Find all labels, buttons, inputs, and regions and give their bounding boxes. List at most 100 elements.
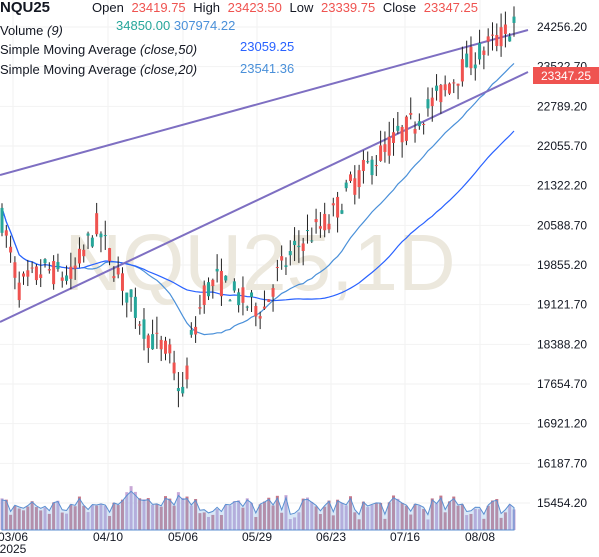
volume-bar — [465, 515, 469, 530]
volume-bar — [469, 513, 473, 530]
candle-body — [250, 292, 254, 297]
candle-body — [176, 388, 180, 392]
candle-body — [387, 136, 391, 156]
volume-bar — [460, 504, 464, 530]
volume-ma-value: 307974.22 — [173, 18, 236, 33]
volume-bar — [181, 497, 185, 530]
volume-bar — [52, 502, 56, 530]
candle-body — [4, 230, 8, 236]
candle-body — [82, 249, 86, 257]
sma50-value: 23059.25 — [240, 39, 295, 54]
legend-row-ohlc: NQU25 — [0, 0, 50, 16]
candle-body — [146, 335, 150, 348]
low-label: Low — [289, 0, 314, 15]
volume-bar — [56, 500, 60, 530]
volume-value: 34850.00 — [116, 18, 171, 33]
volume-bar — [202, 512, 206, 530]
volume-bar — [60, 512, 64, 530]
candle-body — [482, 50, 486, 55]
volume-bar — [151, 504, 155, 530]
volume-bar — [349, 496, 353, 530]
volume-bar — [413, 504, 417, 530]
candle-body — [447, 83, 451, 94]
volume-bar — [327, 500, 331, 530]
volume-bar — [357, 519, 361, 530]
candle-body — [452, 82, 456, 84]
volume-bar — [22, 510, 26, 530]
volume-bar — [435, 503, 439, 530]
candle-body — [271, 288, 275, 297]
volume-bar — [163, 496, 167, 530]
volume-bar — [452, 496, 456, 530]
candle-body — [219, 270, 223, 297]
sma20-line — [1, 62, 515, 336]
volume-bar — [228, 505, 232, 530]
volume-bar — [392, 495, 396, 530]
candle-body — [404, 116, 408, 141]
candle-body — [331, 203, 335, 206]
close-value: 23347.25 — [423, 0, 478, 15]
legend-sma50[interactable]: Simple Moving Average (close,50) — [0, 42, 197, 57]
y-tick-label: 16921.20 — [537, 417, 587, 431]
volume-bar — [456, 505, 460, 530]
volume-bar — [17, 508, 21, 530]
candle-body — [396, 125, 400, 131]
legend-volume[interactable]: Volume (9) — [0, 23, 63, 38]
volume-bar — [86, 512, 90, 530]
volume-bar — [133, 491, 137, 530]
candle-body — [340, 210, 344, 214]
candle-body — [323, 213, 327, 231]
candle-body — [430, 97, 434, 107]
y-tick-label: 24256.20 — [537, 20, 587, 34]
candle-body — [73, 265, 77, 269]
volume-bar — [90, 504, 94, 530]
candle-body — [344, 182, 348, 189]
volume-bar — [288, 519, 292, 530]
volume-bar — [503, 512, 507, 530]
price-axis[interactable]: 24256.2023522.7022789.2022055.7021322.20… — [537, 20, 587, 510]
candle-body — [207, 282, 211, 297]
volume-bar — [146, 498, 150, 530]
x-tick-label: 07/16 — [390, 530, 420, 544]
candle-body — [469, 46, 473, 69]
candle-body — [0, 207, 4, 233]
legend-sma20[interactable]: Simple Moving Average (close,20) — [0, 62, 197, 77]
candle-body — [120, 273, 124, 291]
trend-channel[interactable] — [0, 29, 529, 323]
candle-body — [125, 292, 129, 303]
volume-bar — [176, 492, 180, 530]
candle-body — [353, 178, 357, 195]
volume-bar — [370, 504, 374, 530]
candle-body — [512, 16, 516, 23]
volume-bar — [293, 517, 297, 530]
volume-bar — [271, 505, 275, 530]
x-tick-label: 06/23 — [316, 530, 346, 544]
candle-body — [185, 365, 189, 380]
candle-body — [409, 112, 413, 115]
candle-body — [198, 307, 202, 309]
candle-body — [503, 24, 507, 34]
y-tick-label: 16187.70 — [537, 456, 587, 470]
volume-bar — [155, 504, 159, 530]
volume-bar — [211, 514, 215, 530]
y-tick-label: 18388.20 — [537, 337, 587, 351]
candle-body — [310, 240, 314, 242]
candle-body — [86, 233, 90, 236]
candle-body — [90, 237, 94, 247]
y-tick-label: 22789.20 — [537, 99, 587, 113]
candle-body — [237, 292, 241, 306]
volume-bar — [305, 497, 309, 530]
sma50-label: Simple Moving Average — [0, 42, 137, 57]
volume-bar — [495, 498, 499, 530]
candle-body — [490, 34, 494, 36]
symbol-title[interactable]: NQU25 — [0, 0, 51, 16]
volume-bar — [95, 505, 99, 530]
candle-body — [392, 132, 396, 143]
candle-body — [280, 256, 284, 261]
candle-body — [168, 344, 172, 354]
candle-body — [486, 36, 490, 42]
volume-bar — [417, 505, 421, 530]
time-axis[interactable]: 03/06 04/10 05/06 05/29 06/23 07/16 08/08 2025 — [0, 530, 495, 556]
